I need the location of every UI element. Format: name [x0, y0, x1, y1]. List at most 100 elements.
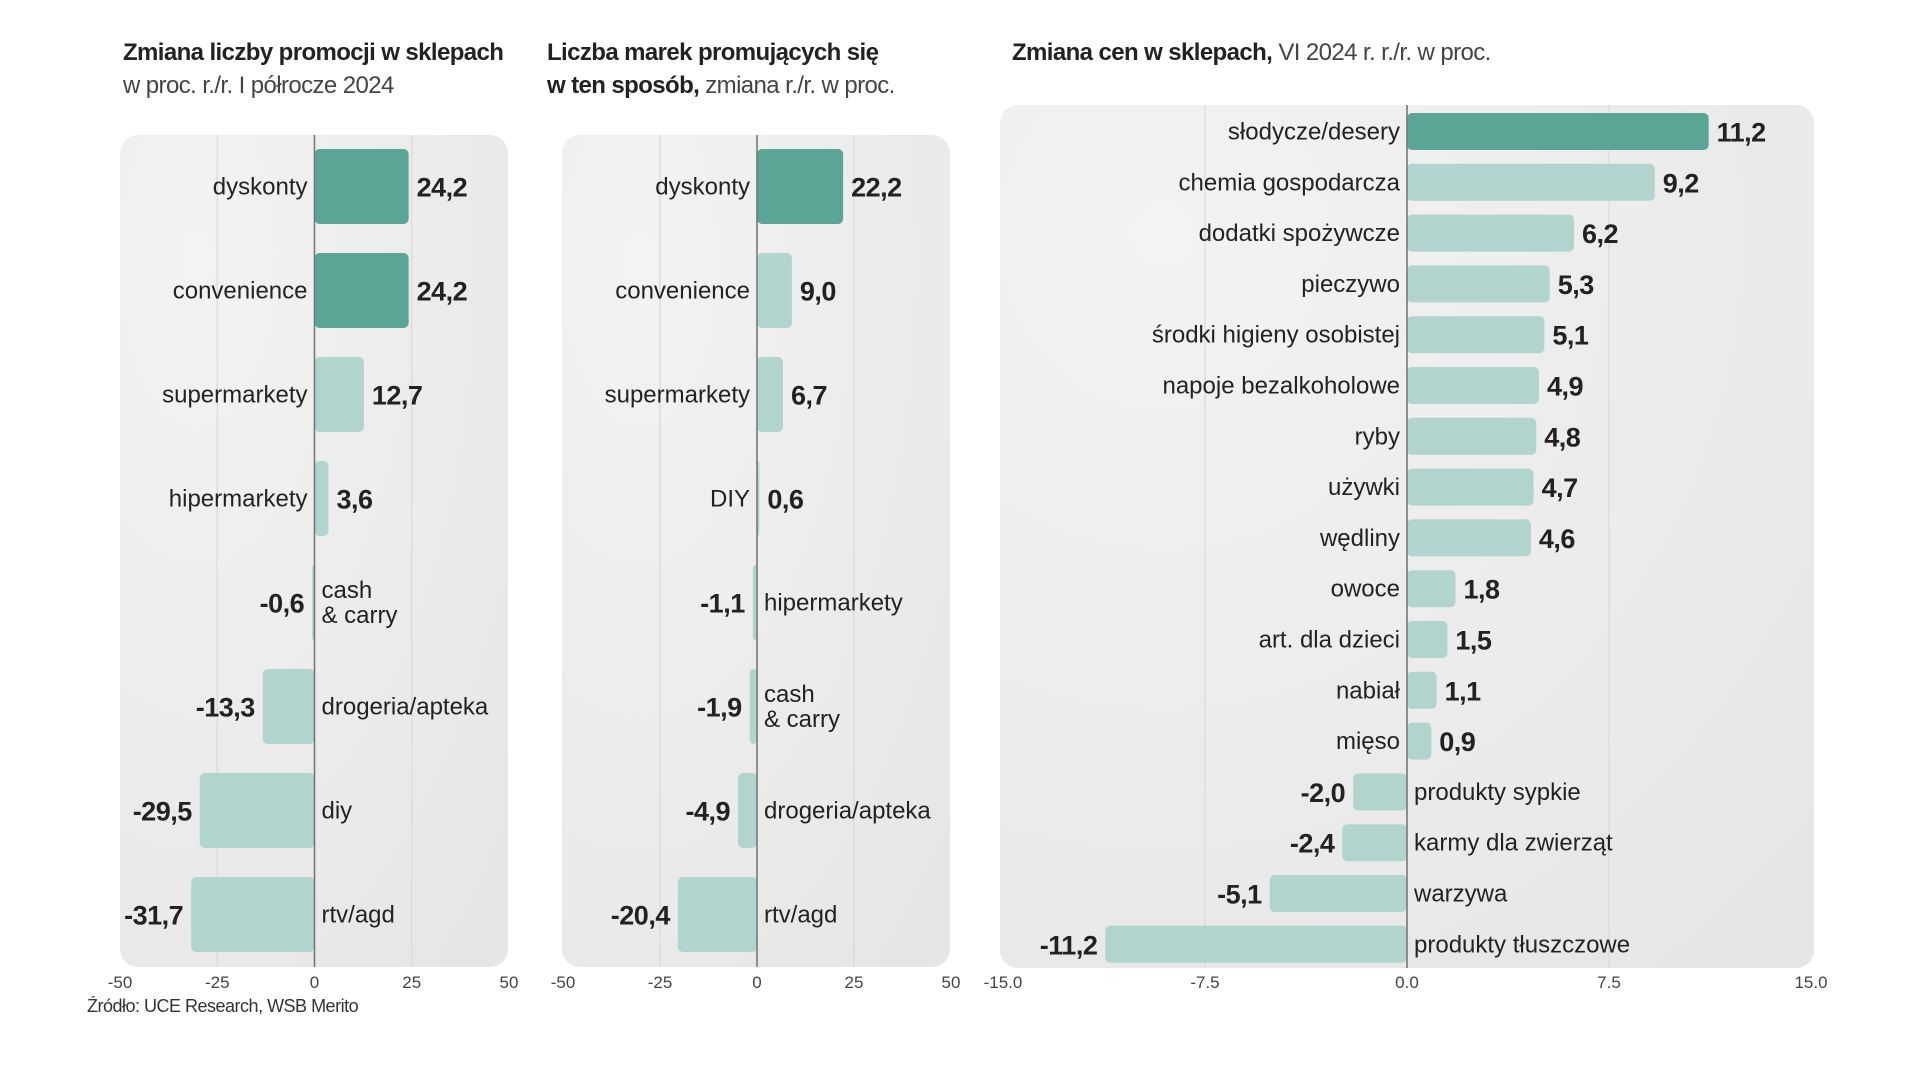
prices-category-label: pieczywo — [1301, 271, 1400, 298]
prices-category-label: produkty tłuszczowe — [1414, 931, 1630, 958]
brands-value-label: -4,9 — [685, 797, 730, 827]
promotions-value-label: 12,7 — [372, 381, 423, 411]
brands-category-label: cash & carry — [764, 681, 840, 733]
prices-category-line: napoje bezalkoholowe — [1162, 373, 1400, 400]
prices-value-label: 5,3 — [1558, 270, 1595, 300]
prices-title-bold: Zmiana cen w sklepach, — [1012, 39, 1273, 66]
promotions-tick-label: -25 — [205, 973, 230, 992]
prices-value-label: -2,0 — [1301, 778, 1346, 808]
promotions-bar — [314, 357, 364, 432]
promotions-value-label: -31,7 — [124, 901, 183, 931]
prices-category-line: wędliny — [1319, 525, 1400, 552]
promotions-tick-label: 50 — [500, 973, 519, 992]
prices-bar — [1407, 265, 1550, 303]
promotions-bar — [262, 669, 315, 744]
prices-category-label: słodycze/desery — [1228, 119, 1400, 146]
brands-bar — [749, 669, 757, 744]
brands-chart: 22,2 dyskonty 9,0 convenience 6,7 supermarket… — [551, 135, 961, 992]
promotions-tick-label: 25 — [402, 973, 421, 992]
brands-value-label: -1,9 — [697, 693, 742, 723]
prices-category-label: produkty sypkie — [1414, 779, 1581, 806]
prices-category-label: używki — [1328, 474, 1400, 501]
prices-bar — [1407, 316, 1545, 354]
promotions-bar — [191, 877, 315, 952]
promotions-category-label: supermarkety — [162, 382, 307, 409]
prices-bar — [1269, 875, 1407, 912]
prices-category-line: dodatki spożywcze — [1199, 220, 1400, 247]
brands-category-line: DIY — [710, 486, 750, 513]
prices-value-label: 1,1 — [1445, 676, 1482, 706]
promotions-chart: 24,2 dyskonty 24,2 convenience 12,7 supermark… — [108, 135, 519, 992]
promotions-category-line: drogeria/apteka — [322, 694, 489, 721]
promotions-bar — [314, 253, 409, 328]
brands-bar — [752, 565, 757, 640]
promotions-value-label: -29,5 — [133, 797, 193, 827]
prices-value-label: 9,2 — [1663, 168, 1699, 198]
prices-value-label: -5,1 — [1217, 880, 1262, 910]
brands-bar — [757, 149, 844, 224]
brands-title-line1: Liczba marek promujących się — [547, 39, 879, 66]
brands-tick-label: -50 — [551, 973, 576, 992]
brands-category-line: drogeria/apteka — [764, 798, 931, 825]
brands-category-label: supermarkety — [605, 382, 750, 409]
promotions-value-label: 3,6 — [337, 485, 374, 515]
prices-bar — [1407, 519, 1531, 557]
promotions-category-line: convenience — [173, 278, 308, 305]
prices-category-label: art. dla dzieci — [1259, 627, 1400, 654]
prices-category-label: warzywa — [1413, 881, 1508, 908]
brands-value-label: 22,2 — [851, 173, 902, 203]
prices-bar — [1407, 621, 1448, 658]
brands-tick-label: -25 — [648, 973, 673, 992]
promotions-tick-label: -50 — [108, 973, 133, 992]
promotions-category-label: hipermarkety — [169, 486, 308, 513]
brands-category-label: convenience — [615, 278, 750, 305]
prices-value-label: 1,5 — [1455, 626, 1492, 656]
brands-value-label: -1,1 — [700, 589, 745, 619]
prices-bar — [1407, 468, 1534, 506]
prices-bar — [1407, 113, 1709, 150]
prices-value-label: -2,4 — [1290, 829, 1335, 859]
brands-tick-label: 25 — [845, 973, 864, 992]
brands-category-label: dyskonty — [655, 174, 750, 201]
brands-chart-title: Liczba marek promujących się w ten sposó… — [547, 36, 895, 102]
prices-category-line: nabiał — [1336, 677, 1401, 704]
prices-category-label: napoje bezalkoholowe — [1162, 373, 1400, 400]
prices-chart-title: Zmiana cen w sklepach, VI 2024 r. r./r. … — [1012, 36, 1491, 69]
prices-value-label: 11,2 — [1717, 118, 1766, 148]
brands-category-label: drogeria/apteka — [764, 798, 931, 825]
prices-category-line: pieczywo — [1301, 271, 1400, 298]
prices-category-label: nabiał — [1336, 677, 1401, 704]
promotions-category-line: supermarkety — [162, 382, 307, 409]
promotions-category-line: hipermarkety — [169, 486, 308, 513]
prices-value-label: 4,7 — [1542, 473, 1578, 503]
brands-category-line: cash — [764, 681, 815, 708]
brands-category-line: & carry — [764, 706, 840, 733]
brands-category-label: hipermarkety — [764, 590, 903, 617]
brands-tick-label: 50 — [942, 973, 961, 992]
prices-bar — [1407, 214, 1574, 252]
brands-title-line2: w ten sposób, — [547, 72, 700, 99]
prices-category-line: art. dla dzieci — [1259, 627, 1400, 654]
promotions-subtitle: w proc. r./r. I półrocze 2024 — [123, 72, 394, 99]
prices-bar — [1105, 925, 1407, 963]
prices-category-line: produkty tłuszczowe — [1414, 931, 1630, 958]
prices-value-label: 4,8 — [1544, 422, 1581, 452]
prices-category-line: środki higieny osobistej — [1152, 322, 1400, 349]
prices-category-label: ryby — [1355, 423, 1400, 450]
promotions-bar — [314, 149, 409, 224]
promotions-category-line: rtv/agd — [322, 902, 395, 929]
prices-category-label: owoce — [1331, 576, 1400, 603]
promotions-tick-label: 0 — [310, 973, 319, 992]
prices-value-label: 1,8 — [1463, 575, 1500, 605]
prices-category-label: mięso — [1336, 728, 1400, 755]
prices-value-label: 4,6 — [1539, 524, 1576, 554]
promotions-category-label: drogeria/apteka — [322, 694, 489, 721]
promotions-category-line: & carry — [322, 602, 398, 629]
brands-panel — [562, 135, 950, 967]
prices-value-label: -11,2 — [1040, 930, 1098, 960]
prices-category-line: mięso — [1336, 728, 1400, 755]
brands-value-label: 9,0 — [800, 277, 836, 307]
promotions-category-line: cash — [322, 577, 373, 604]
promotions-bar — [199, 773, 315, 848]
